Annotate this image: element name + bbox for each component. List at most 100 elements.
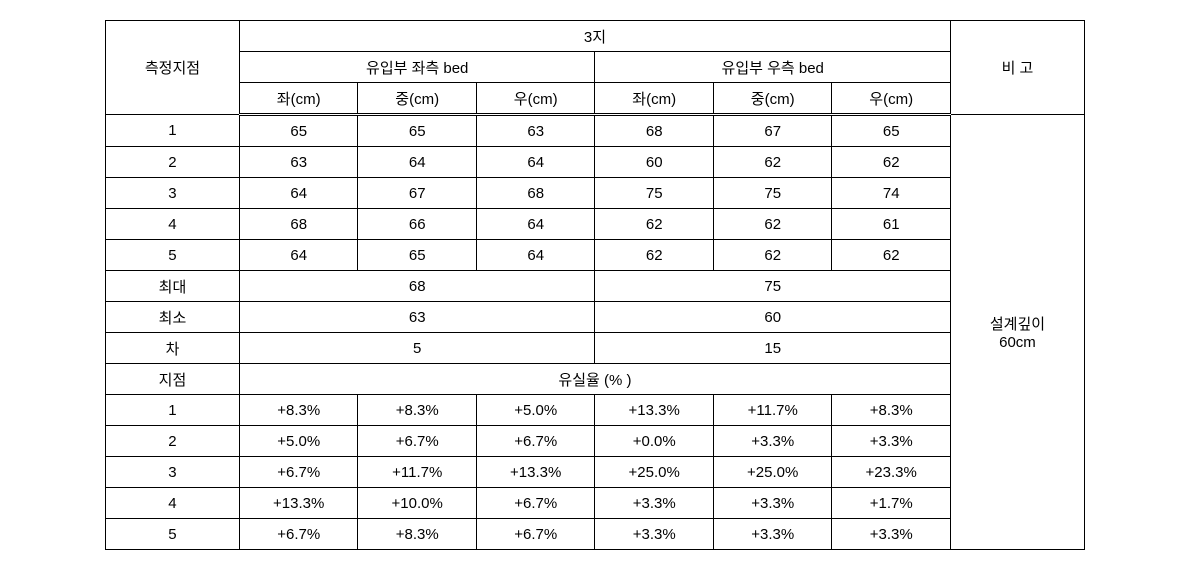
data-row: 3 64 67 68 75 75 74 xyxy=(106,178,1085,209)
cell-lr: +13.3% xyxy=(476,457,595,488)
cell-rm: 62 xyxy=(713,147,832,178)
stats-min-row: 최소 63 60 xyxy=(106,302,1085,333)
loss-row: 4 +13.3% +10.0% +6.7% +3.3% +3.3% +1.7% xyxy=(106,488,1085,519)
cell-ll: +13.3% xyxy=(239,488,358,519)
data-row: 1 65 65 63 68 67 65 설계깊이 60cm xyxy=(106,115,1085,147)
cell-lm: +8.3% xyxy=(358,395,477,426)
cell-lr: +5.0% xyxy=(476,395,595,426)
cell-rr: +3.3% xyxy=(832,426,951,457)
stats-max-row: 최대 68 75 xyxy=(106,271,1085,302)
cell-rr: 61 xyxy=(832,209,951,240)
cell-rr: +1.7% xyxy=(832,488,951,519)
note-line1: 설계깊이 xyxy=(951,313,1084,334)
data-row: 4 68 66 64 62 62 61 xyxy=(106,209,1085,240)
cell-rm: +11.7% xyxy=(713,395,832,426)
stats-max-left: 68 xyxy=(239,271,595,302)
cell-lr: +6.7% xyxy=(476,488,595,519)
cell-lr: 64 xyxy=(476,209,595,240)
cell-ll: +6.7% xyxy=(239,457,358,488)
cell-rm: 75 xyxy=(713,178,832,209)
cell-rl: +0.0% xyxy=(595,426,714,457)
cell-ll: +5.0% xyxy=(239,426,358,457)
header-left-bed: 유입부 좌측 bed xyxy=(239,52,595,83)
loss-label: 지점 xyxy=(106,364,240,395)
header-rm: 중(cm) xyxy=(713,83,832,115)
cell-point: 2 xyxy=(106,147,240,178)
cell-rl: 75 xyxy=(595,178,714,209)
cell-lm: +10.0% xyxy=(358,488,477,519)
stats-diff-row: 차 5 15 xyxy=(106,333,1085,364)
cell-ll: 64 xyxy=(239,240,358,271)
loss-row: 3 +6.7% +11.7% +13.3% +25.0% +25.0% +23.… xyxy=(106,457,1085,488)
note-cell: 설계깊이 60cm xyxy=(950,115,1084,550)
cell-lr: 64 xyxy=(476,240,595,271)
cell-point: 3 xyxy=(106,178,240,209)
cell-lm: 65 xyxy=(358,240,477,271)
loss-header-row: 지점 유실율 (% ) xyxy=(106,364,1085,395)
cell-rl: 68 xyxy=(595,115,714,147)
cell-point: 4 xyxy=(106,488,240,519)
header-right-bed: 유입부 우측 bed xyxy=(595,52,951,83)
cell-rm: 67 xyxy=(713,115,832,147)
cell-ll: 65 xyxy=(239,115,358,147)
stats-max-right: 75 xyxy=(595,271,951,302)
cell-lm: +6.7% xyxy=(358,426,477,457)
cell-rr: 74 xyxy=(832,178,951,209)
data-row: 5 64 65 64 62 62 62 xyxy=(106,240,1085,271)
cell-ll: +6.7% xyxy=(239,519,358,550)
header-row-2: 유입부 좌측 bed 유입부 우측 bed xyxy=(106,52,1085,83)
cell-rm: +3.3% xyxy=(713,488,832,519)
cell-rr: 65 xyxy=(832,115,951,147)
cell-rl: +3.3% xyxy=(595,519,714,550)
cell-lm: 67 xyxy=(358,178,477,209)
cell-rl: 62 xyxy=(595,240,714,271)
cell-point: 5 xyxy=(106,240,240,271)
cell-point: 1 xyxy=(106,115,240,147)
stats-diff-label: 차 xyxy=(106,333,240,364)
cell-rr: +8.3% xyxy=(832,395,951,426)
cell-rm: +3.3% xyxy=(713,426,832,457)
loss-row: 5 +6.7% +8.3% +6.7% +3.3% +3.3% +3.3% xyxy=(106,519,1085,550)
header-note: 비 고 xyxy=(950,21,1084,115)
cell-rr: +3.3% xyxy=(832,519,951,550)
stats-min-right: 60 xyxy=(595,302,951,333)
stats-diff-right: 15 xyxy=(595,333,951,364)
loss-row: 1 +8.3% +8.3% +5.0% +13.3% +11.7% +8.3% xyxy=(106,395,1085,426)
cell-rm: +25.0% xyxy=(713,457,832,488)
cell-rl: +25.0% xyxy=(595,457,714,488)
header-ll: 좌(cm) xyxy=(239,83,358,115)
loss-row: 2 +5.0% +6.7% +6.7% +0.0% +3.3% +3.3% xyxy=(106,426,1085,457)
cell-rm: +3.3% xyxy=(713,519,832,550)
stats-diff-left: 5 xyxy=(239,333,595,364)
cell-rm: 62 xyxy=(713,209,832,240)
note-line2: 60cm xyxy=(951,334,1084,351)
cell-point: 1 xyxy=(106,395,240,426)
cell-lm: +11.7% xyxy=(358,457,477,488)
cell-ll: 68 xyxy=(239,209,358,240)
cell-rl: +13.3% xyxy=(595,395,714,426)
cell-rr: 62 xyxy=(832,147,951,178)
cell-point: 3 xyxy=(106,457,240,488)
cell-lr: 63 xyxy=(476,115,595,147)
cell-rr: +23.3% xyxy=(832,457,951,488)
cell-lr: +6.7% xyxy=(476,426,595,457)
cell-rl: 60 xyxy=(595,147,714,178)
header-row-1: 측정지점 3지 비 고 xyxy=(106,21,1085,52)
header-lm: 중(cm) xyxy=(358,83,477,115)
header-point: 측정지점 xyxy=(106,21,240,115)
cell-rl: +3.3% xyxy=(595,488,714,519)
cell-point: 4 xyxy=(106,209,240,240)
cell-point: 2 xyxy=(106,426,240,457)
cell-point: 5 xyxy=(106,519,240,550)
cell-rl: 62 xyxy=(595,209,714,240)
stats-max-label: 최대 xyxy=(106,271,240,302)
header-rr: 우(cm) xyxy=(832,83,951,115)
cell-lr: 64 xyxy=(476,147,595,178)
header-zone: 3지 xyxy=(239,21,950,52)
cell-lr: +6.7% xyxy=(476,519,595,550)
cell-lm: 66 xyxy=(358,209,477,240)
header-rl: 좌(cm) xyxy=(595,83,714,115)
stats-min-left: 63 xyxy=(239,302,595,333)
cell-lm: +8.3% xyxy=(358,519,477,550)
cell-lm: 64 xyxy=(358,147,477,178)
